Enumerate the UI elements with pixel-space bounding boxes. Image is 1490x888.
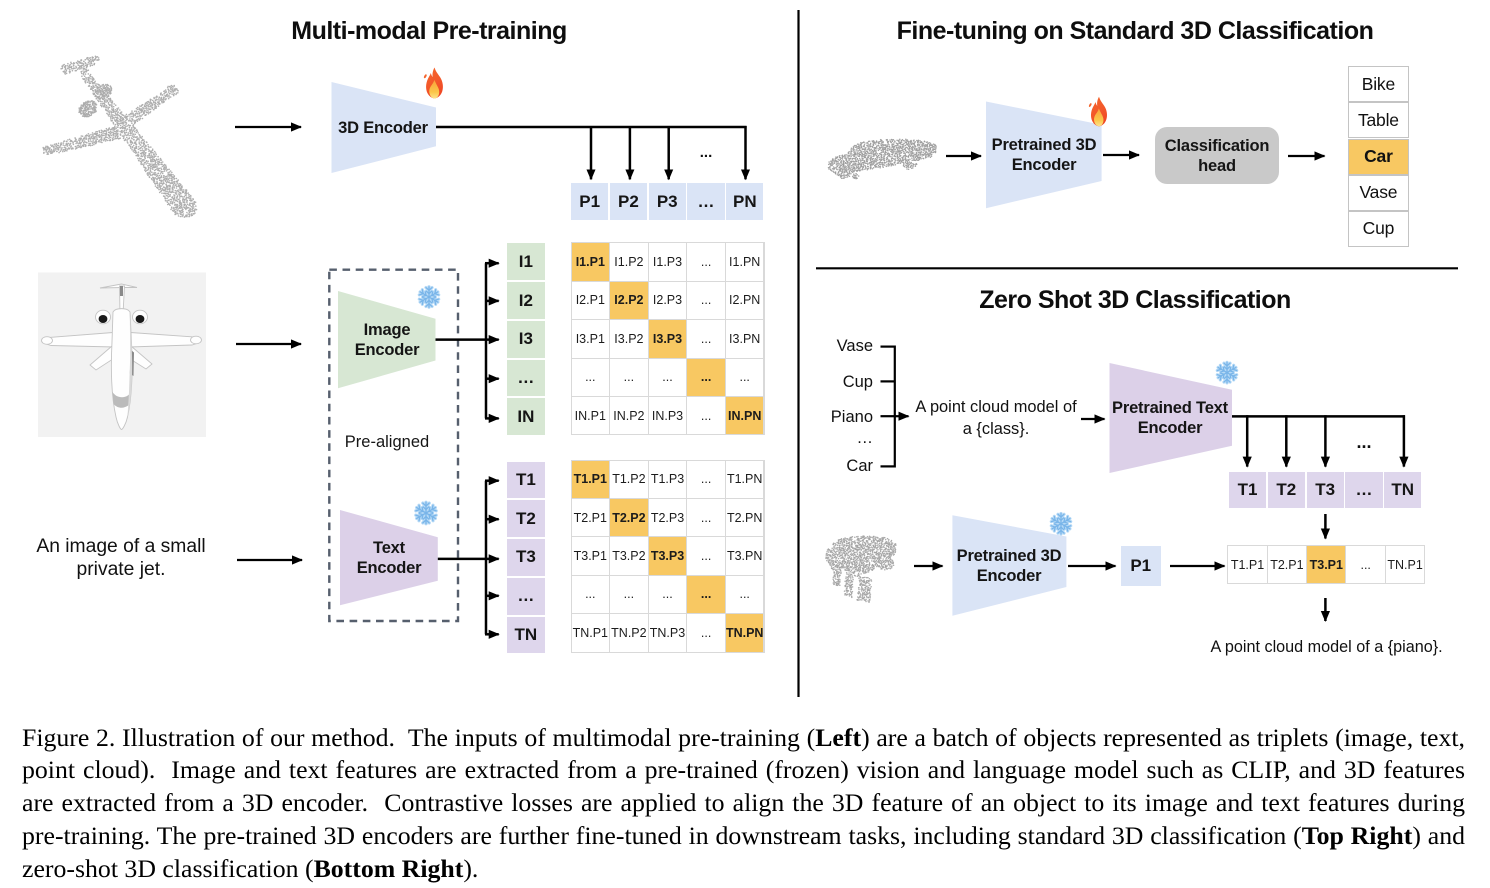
svg-text:...: ... bbox=[1356, 432, 1371, 452]
svg-text:...: ... bbox=[700, 144, 713, 161]
